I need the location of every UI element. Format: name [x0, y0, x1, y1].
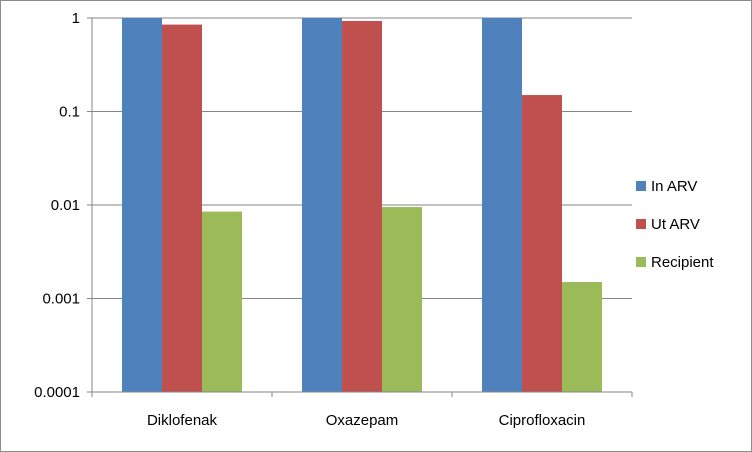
- bar-in-arv-ciprofloxacin: [482, 18, 522, 392]
- bar-ut-arv-oxazepam: [342, 20, 382, 393]
- bar-ut-arv-ciprofloxacin: [522, 95, 562, 393]
- y-tick-label: 0.0001: [34, 384, 80, 401]
- y-tick-label: 0.001: [42, 291, 80, 308]
- bar-recipient-ciprofloxacin: [562, 282, 602, 392]
- y-tick-labels: 1 0.1 0.01 0.001 0.0001: [34, 10, 80, 401]
- legend-label: Ut ARV: [651, 216, 700, 233]
- x-tick-label: Diklofenak: [147, 412, 218, 429]
- legend-label: In ARV: [651, 178, 697, 195]
- legend-swatch-in-arv: [636, 181, 646, 191]
- axes: [87, 18, 633, 397]
- bar-in-arv-diklofenak: [122, 18, 162, 392]
- bar-ut-arv-diklofenak: [162, 24, 202, 392]
- bars: [122, 18, 602, 393]
- bar-recipient-diklofenak: [202, 211, 242, 392]
- y-tick-label: 0.01: [51, 197, 80, 214]
- x-tick-label: Oxazepam: [326, 412, 399, 429]
- bar-recipient-oxazepam: [382, 207, 422, 392]
- y-tick-label: 1: [72, 10, 80, 27]
- legend-label: Recipient: [651, 254, 714, 271]
- bar-in-arv-oxazepam: [302, 18, 342, 392]
- legend-swatch-ut-arv: [636, 219, 646, 229]
- x-tick-label: Ciprofloxacin: [499, 412, 586, 429]
- legend: In ARV Ut ARV Recipient: [636, 178, 714, 271]
- x-tick-labels: Diklofenak Oxazepam Ciprofloxacin: [147, 412, 585, 429]
- y-tick-label: 0.1: [59, 104, 80, 121]
- legend-swatch-recipient: [636, 257, 646, 267]
